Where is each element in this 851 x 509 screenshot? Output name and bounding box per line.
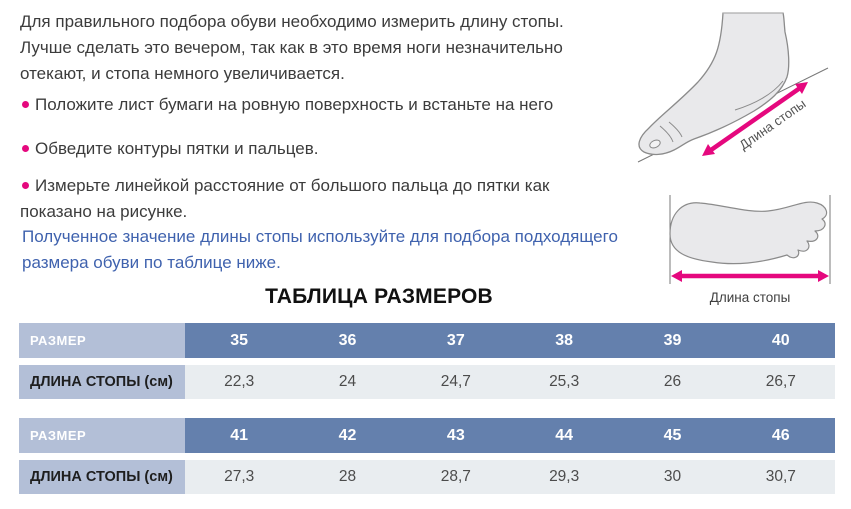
length-value-cell: 28: [293, 460, 402, 494]
size-cell: 42: [293, 418, 402, 453]
length-value-cell: 24,7: [401, 365, 510, 399]
size-cell: 45: [618, 418, 727, 453]
size-cell: 38: [509, 323, 619, 358]
size-header-row: РАЗМЕР 35 36 37 38 39 40: [19, 323, 835, 358]
length-value-cell: 28,7: [401, 460, 510, 494]
size-cell: 41: [185, 418, 294, 453]
length-value-cell: 25,3: [509, 365, 619, 399]
intro-paragraph: Для правильного подбора обуви необходимо…: [20, 12, 564, 83]
length-value-cell: 22,3: [185, 365, 294, 399]
size-table-title: ТАБЛИЦА РАЗМЕРОВ: [265, 285, 493, 308]
size-row-label: РАЗМЕР: [19, 418, 185, 453]
instruction-bullet-2-text: Обведите контуры пятки и пальцев.: [35, 139, 319, 158]
footprint-outline: [669, 201, 828, 265]
bullet-icon: [22, 182, 29, 189]
length-value-cell: 30: [618, 460, 727, 494]
arrowhead: [702, 144, 715, 156]
size-cell: 37: [401, 323, 510, 358]
size-cell: 46: [726, 418, 835, 453]
arrowhead: [795, 82, 808, 94]
instruction-bullet-1-text: Положите лист бумаги на ровную поверхнос…: [35, 95, 554, 114]
bullet-icon: [22, 101, 29, 108]
size-cell: 39: [618, 323, 727, 358]
size-cell: 44: [509, 418, 619, 453]
length-row-label: ДЛИНА СТОПЫ (см): [19, 460, 185, 494]
toe-crease-line: [659, 125, 674, 143]
side-foot-illustration: Длина стопы: [632, 4, 848, 178]
length-value-cell: 26: [618, 365, 727, 399]
size-table-2: РАЗМЕР 41 42 43 44 45 46 ДЛИНА СТОПЫ (см…: [19, 418, 835, 494]
size-cell: 40: [726, 323, 835, 358]
length-value-cell: 30,7: [726, 460, 835, 494]
length-value-cell: 29,3: [509, 460, 619, 494]
size-row-label: РАЗМЕР: [19, 323, 185, 358]
size-cell: 43: [401, 418, 510, 453]
length-data-row: ДЛИНА СТОПЫ (см) 22,3 24 24,7 25,3 26 26…: [19, 365, 835, 399]
length-value-cell: 27,3: [185, 460, 294, 494]
foot-outline: [638, 12, 790, 156]
instruction-bullet-3: Измерьте линейкой расстояние от большого…: [20, 173, 640, 225]
footprint-illustration: Длина стопы: [652, 192, 848, 310]
length-row-label: ДЛИНА СТОПЫ (см): [19, 365, 185, 399]
length-data-row: ДЛИНА СТОПЫ (см) 27,3 28 28,7 29,3 30 30…: [19, 460, 835, 494]
length-value-cell: 24: [293, 365, 402, 399]
instruction-bullet-1: Положите лист бумаги на ровную поверхнос…: [20, 92, 640, 118]
arrowhead: [818, 270, 829, 282]
toe-crease-line: [668, 121, 683, 138]
instruction-bullet-2: Обведите контуры пятки и пальцев.: [20, 136, 640, 162]
foot-length-label-print: Длина стопы: [710, 290, 791, 305]
toenail: [649, 139, 661, 149]
arrowhead: [671, 270, 682, 282]
size-cell: 35: [185, 323, 294, 358]
measurement-note: Полученное значение длины стопы использу…: [22, 227, 618, 272]
footprint-drawing: Длина стопы: [669, 195, 831, 305]
size-header-row: РАЗМЕР 41 42 43 44 45 46: [19, 418, 835, 453]
size-cell: 36: [293, 323, 402, 358]
side-foot-drawing: Длина стопы: [637, 12, 829, 163]
length-value-cell: 26,7: [726, 365, 835, 399]
arch-line: [734, 80, 784, 111]
length-arrow: [709, 86, 802, 152]
instruction-bullet-3-text: Измерьте линейкой расстояние от большого…: [20, 176, 550, 221]
bullet-icon: [22, 145, 29, 152]
size-table-1: РАЗМЕР 35 36 37 38 39 40 ДЛИНА СТОПЫ (см…: [19, 323, 835, 399]
